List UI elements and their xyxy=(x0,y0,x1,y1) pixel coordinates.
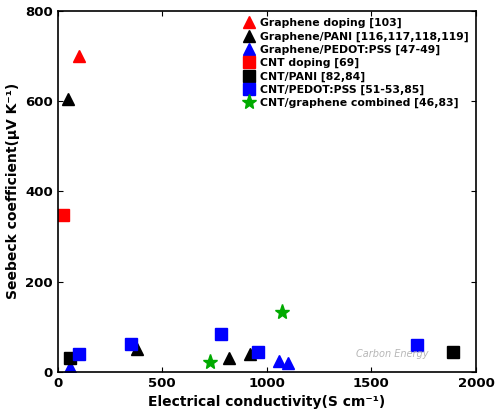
Y-axis label: Seebeck coefficient(μV K⁻¹): Seebeck coefficient(μV K⁻¹) xyxy=(6,83,20,299)
Graphene/PANI [116,117,118,119] xyxy=(134,347,140,352)
CNT/PEDOT:PSS [51-53,85] xyxy=(256,349,262,354)
CNT/graphene combined [46,83] xyxy=(278,310,284,315)
Line: Graphene/PEDOT:PSS [47-49]: Graphene/PEDOT:PSS [47-49] xyxy=(64,355,294,372)
Graphene/PEDOT:PSS [47-49] xyxy=(276,358,282,363)
Line: CNT/PEDOT:PSS [51-53,85]: CNT/PEDOT:PSS [51-53,85] xyxy=(73,328,423,359)
CNT/PEDOT:PSS [51-53,85] xyxy=(414,342,420,347)
CNT/PEDOT:PSS [51-53,85] xyxy=(128,342,134,347)
Graphene/PANI [116,117,118,119] xyxy=(247,352,253,356)
Graphene/PEDOT:PSS [47-49] xyxy=(285,361,291,366)
Legend: Graphene doping [103], Graphene/PANI [116,117,118,119], Graphene/PEDOT:PSS [47-4: Graphene doping [103], Graphene/PANI [11… xyxy=(240,16,470,110)
CNT/graphene combined [46,83] xyxy=(208,359,214,364)
X-axis label: Electrical conductivity(S cm⁻¹): Electrical conductivity(S cm⁻¹) xyxy=(148,395,386,410)
CNT/PEDOT:PSS [51-53,85] xyxy=(218,331,224,336)
Text: Carbon Energy: Carbon Energy xyxy=(356,349,428,359)
Graphene/PEDOT:PSS [47-49] xyxy=(68,364,73,369)
Line: CNT/graphene combined [46,83]: CNT/graphene combined [46,83] xyxy=(203,305,289,370)
Line: Graphene/PANI [116,117,118,119]: Graphene/PANI [116,117,118,119] xyxy=(62,93,256,364)
Graphene/PANI [116,117,118,119] xyxy=(226,356,232,361)
Graphene/PANI [116,117,118,119] xyxy=(65,96,71,101)
CNT/PEDOT:PSS [51-53,85] xyxy=(76,352,82,356)
